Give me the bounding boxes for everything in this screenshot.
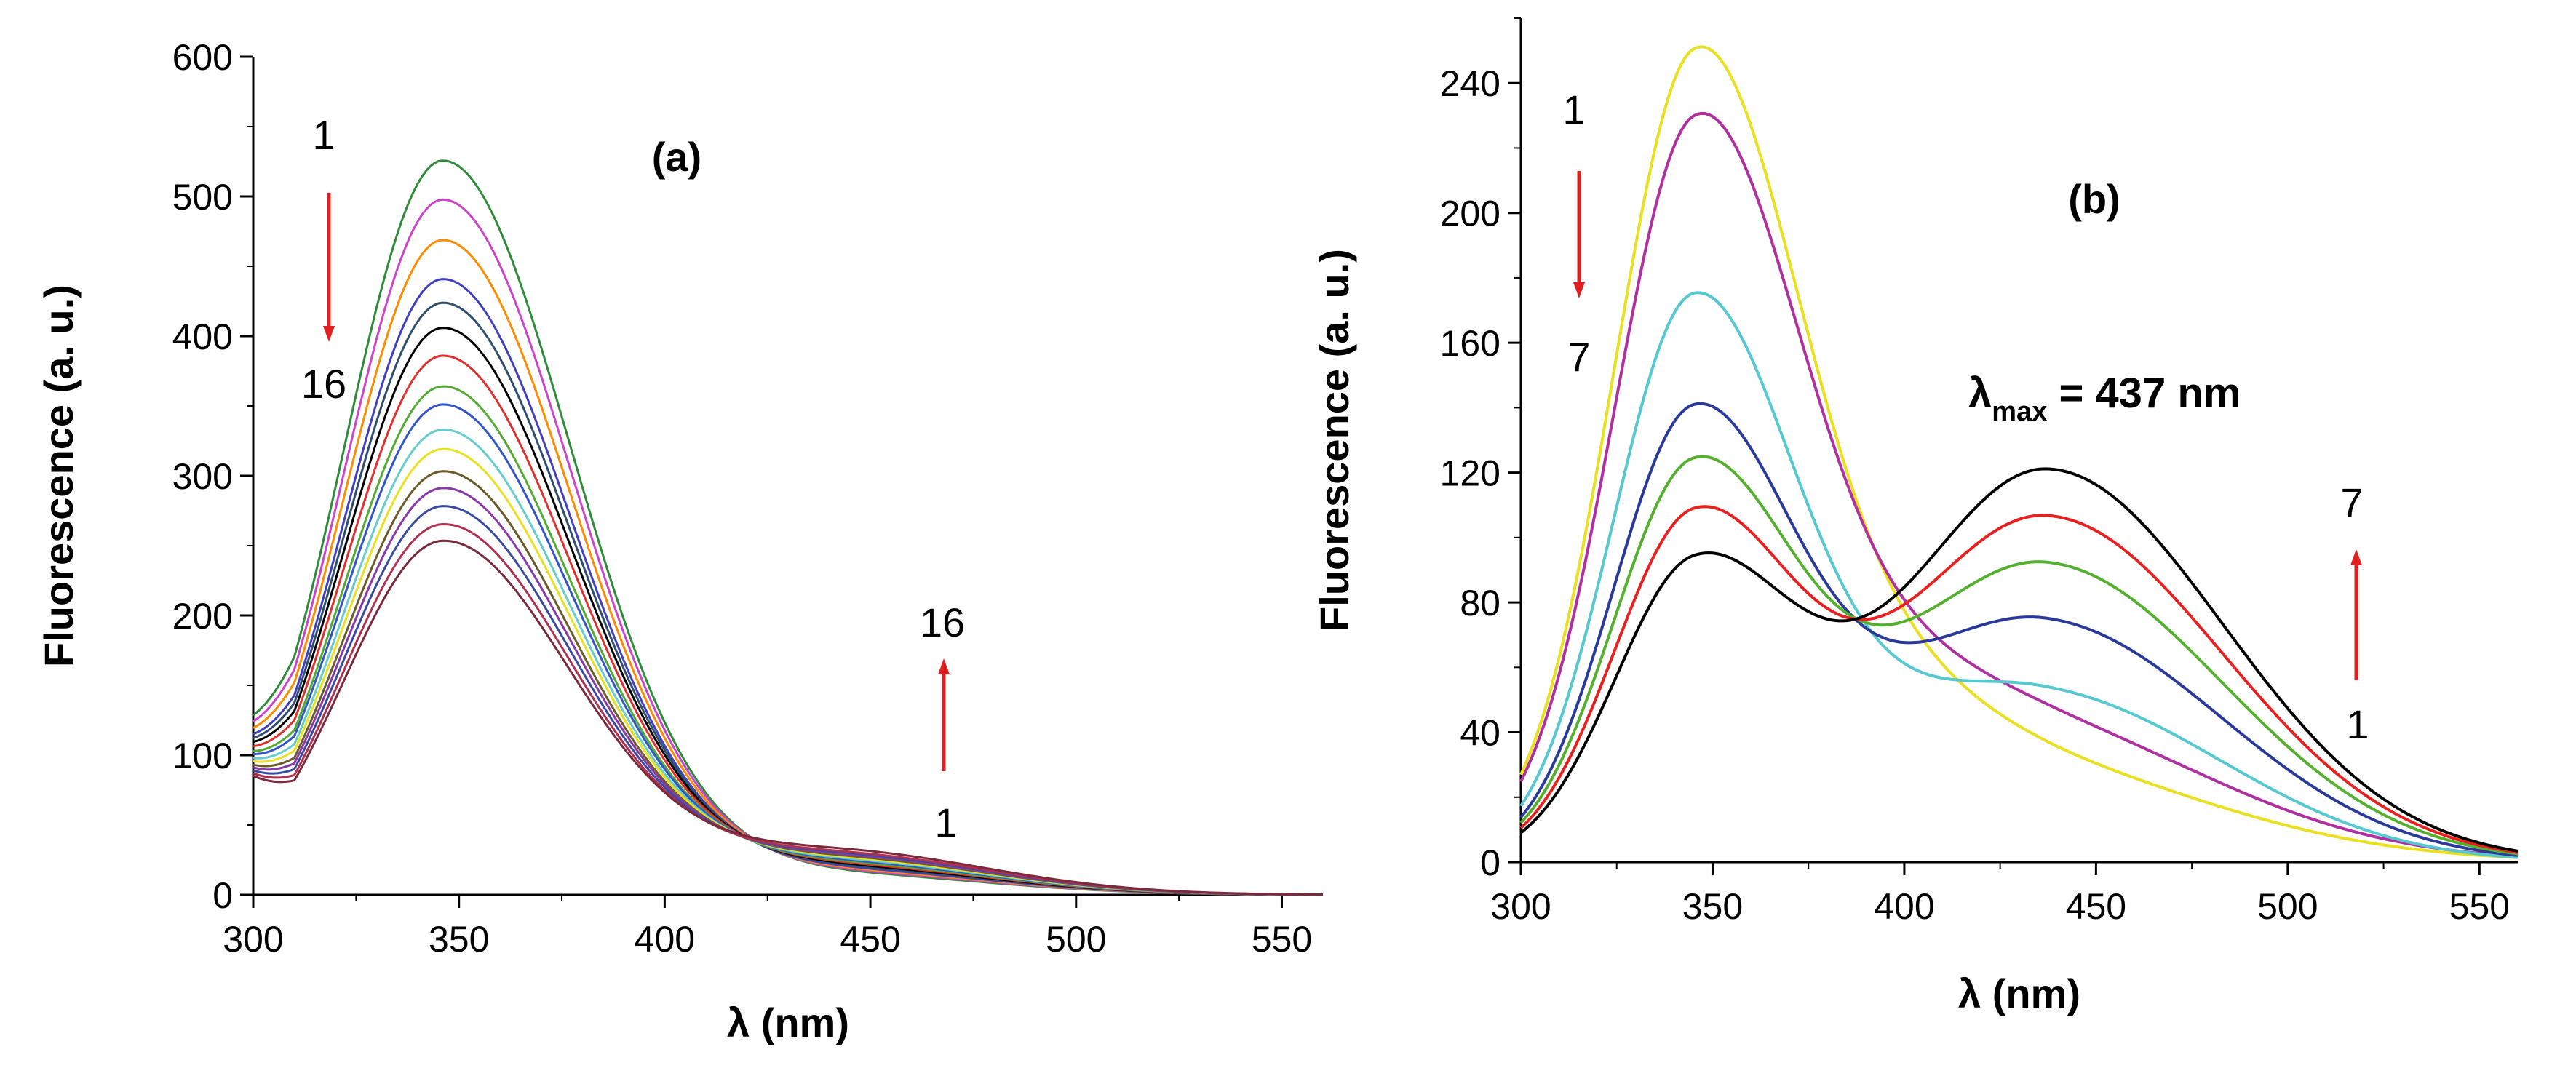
series-line-5 [253,301,1324,896]
series-line-3 [253,239,1323,896]
y-axis-title: Fluorescence (a. u.) [36,284,82,667]
x-tick-label: 350 [1682,886,1743,927]
series-line-4 [253,278,1324,896]
x-tick-label: 550 [1252,919,1312,960]
series-line-7 [1519,467,2519,853]
x-tick-label: 400 [635,919,695,960]
series-line-3 [1519,291,2519,859]
x-tick-label: 500 [1046,919,1106,960]
lambda-subscript: max [1992,396,2047,427]
y-tick-label: 200 [1440,194,1500,234]
y-tick-label: 200 [172,596,233,637]
x-tick-label: 500 [2257,886,2318,927]
x-tick-label: 550 [2449,886,2510,927]
series-line-13 [253,487,1323,896]
x-tick-label: 400 [1874,886,1934,927]
y-tick-label: 500 [172,177,233,218]
series-line-5 [1519,455,2519,856]
y-tick-label: 120 [1440,453,1500,494]
series-line-1 [253,159,1323,896]
x-tick-label: 350 [429,919,489,960]
lambda-max-annotation: λmax = 437 nm [1968,370,2241,427]
x-axis-title: λ (nm) [1958,971,2080,1016]
y-tick-label: 100 [172,736,233,776]
down-arrow-head [1573,282,1585,298]
series-line-14 [253,505,1323,896]
series-line-9 [253,403,1323,896]
up-arrow-start-label: 1 [2346,701,2369,747]
series-line-6 [253,327,1323,896]
up-arrow-start-label: 1 [934,800,957,845]
up-arrow-head [2350,549,2362,565]
down-arrow-head [323,326,335,342]
y-tick-label: 600 [172,37,233,78]
down-arrow-end-label: 7 [1567,334,1590,380]
y-axis-title: Fluorescence (a. u.) [1311,249,1357,631]
y-tick-label: 400 [172,316,233,357]
lambda-value: = 437 nm [2047,370,2241,417]
up-arrow-end-label: 7 [2340,479,2363,525]
y-tick-label: 160 [1440,323,1500,364]
y-tick-label: 240 [1440,63,1500,104]
down-arrow-start-label: 1 [312,112,335,158]
series-line-2 [1519,111,2519,858]
series-line-4 [1519,402,2519,857]
y-tick-label: 0 [1480,842,1500,883]
x-tick-label: 450 [840,919,900,960]
series-line-1 [1519,45,2519,859]
y-tick-label: 300 [172,456,233,497]
series-line-16 [253,539,1323,896]
series-line-7 [253,354,1323,896]
series-line-8 [253,385,1323,896]
series-line-11 [253,447,1324,896]
x-tick-label: 300 [1490,886,1551,927]
x-tick-label: 300 [223,919,283,960]
panel-label: (b) [2068,176,2120,222]
down-arrow-end-label: 16 [301,361,346,407]
series-line-15 [253,522,1323,896]
y-tick-label: 40 [1460,713,1500,754]
lambda-symbol: λ [1968,370,1992,417]
series-line-6 [1519,505,2519,854]
x-tick-label: 450 [2066,886,2126,927]
y-tick-label: 80 [1460,583,1500,623]
panel-label: (a) [652,134,701,180]
series-line-12 [253,470,1324,896]
up-arrow-head [938,658,950,674]
down-arrow-start-label: 1 [1562,87,1585,132]
panel-a: 300 350 400 450 500 550 0 100 200 300 400 500 600 λ (… [36,37,1324,1045]
up-arrow-end-label: 16 [920,599,965,645]
x-axis-title: λ (nm) [727,1000,849,1045]
panel-b: 300 350 400 450 500 550 0 40 80 120 160 200 240 λ (nm… [1311,17,2519,1016]
series-line-10 [253,428,1323,896]
y-tick-label: 0 [212,875,233,916]
